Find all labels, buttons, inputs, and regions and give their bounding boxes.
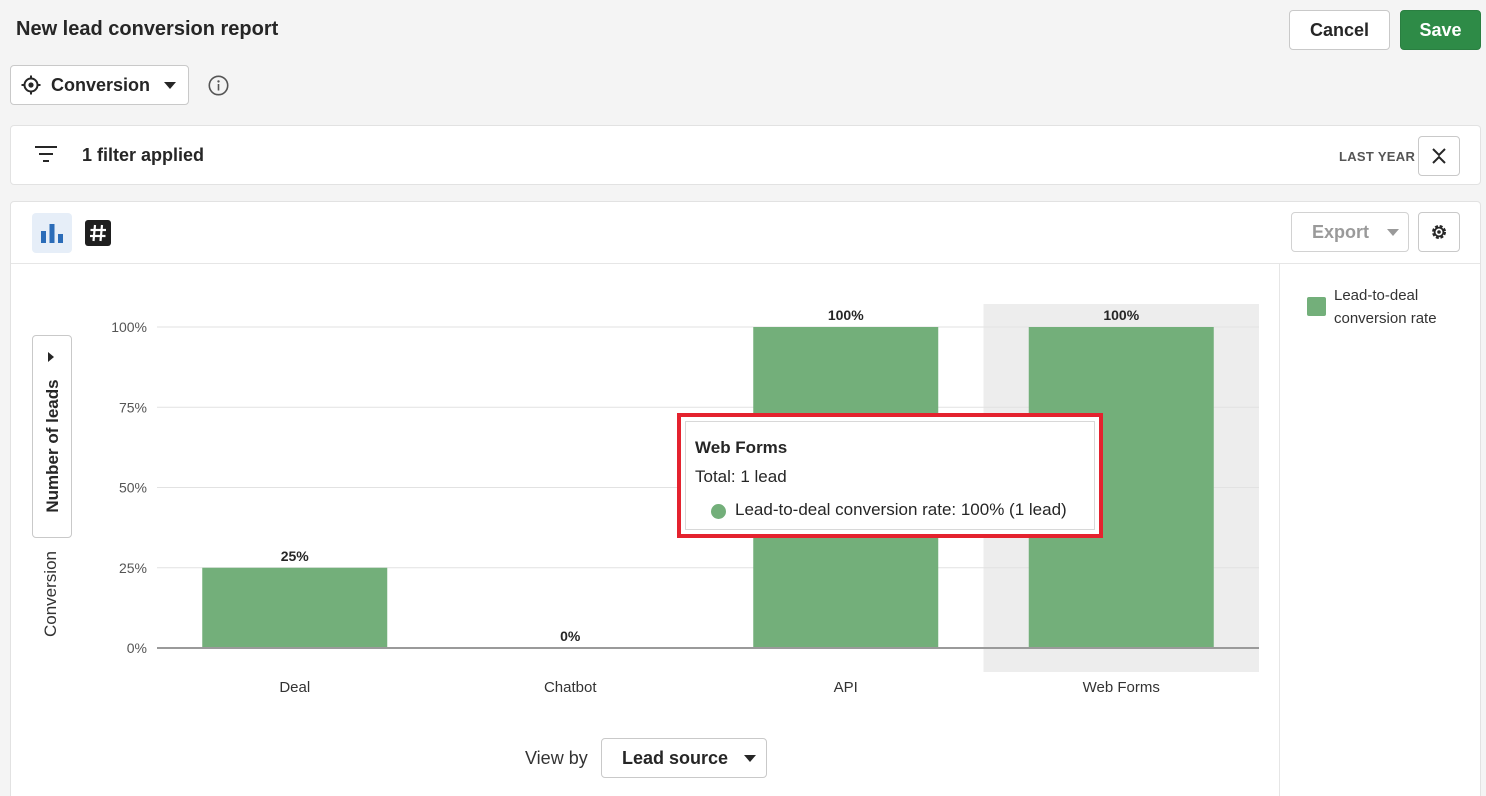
period-label: LAST YEAR: [1339, 149, 1416, 164]
y-tick-label: 75%: [119, 399, 147, 415]
goal-select[interactable]: Conversion: [10, 65, 189, 105]
hash-icon: [85, 220, 111, 246]
bar-deal: [202, 567, 388, 648]
cancel-button[interactable]: Cancel: [1289, 10, 1390, 50]
x-tick-label: API: [834, 679, 858, 696]
legend-swatch[interactable]: [1307, 297, 1326, 316]
legend-entry[interactable]: Lead-to-deal conversion rate: [1334, 287, 1437, 327]
save-button[interactable]: Save: [1400, 10, 1481, 50]
data-label: 100%: [1103, 307, 1139, 323]
collapse-icon: [1432, 148, 1446, 164]
data-label: 25%: [281, 548, 310, 564]
tooltip-series-dot: [711, 504, 726, 519]
y-axis-caption: Conversion: [41, 551, 60, 637]
chart-toolbar: Export: [11, 202, 1480, 264]
page-title: New lead conversion report: [16, 18, 279, 40]
target-icon: [21, 75, 41, 95]
tooltip-series-value: Lead-to-deal conversion rate: 100% (1 le…: [735, 500, 1067, 519]
filter-summary[interactable]: 1 filter applied: [82, 145, 205, 165]
view-by-label: View by: [525, 748, 588, 768]
number-view-button[interactable]: [78, 213, 118, 253]
chevron-down-icon: [164, 81, 177, 89]
y-axis-metric-label: Number of leads: [43, 379, 62, 513]
bar-chart-icon: [41, 224, 63, 243]
filter-icon[interactable]: [35, 144, 57, 164]
tooltip-total: Total: 1 lead: [695, 467, 787, 486]
x-tick-label: Web Forms: [1083, 679, 1160, 696]
export-button[interactable]: Export: [1291, 212, 1409, 252]
y-tick-label: 100%: [111, 319, 147, 335]
filter-bar: 1 filter applied LAST YEAR: [10, 125, 1481, 185]
y-tick-label: 25%: [119, 560, 147, 576]
chart-card: Export 0% 25% 50% 75% 100% 25% Deal 0% Chatbot 10…: [10, 201, 1481, 796]
y-axis-metric-toggle[interactable]: Number of leads: [32, 335, 72, 538]
data-label: 0%: [560, 628, 581, 644]
x-tick-label: Chatbot: [544, 679, 597, 696]
export-label: Export: [1312, 221, 1370, 242]
data-label: 100%: [828, 307, 864, 323]
chart-settings-button[interactable]: [1418, 212, 1460, 252]
tooltip-body: Web Forms Total: 1 lead Lead-to-deal con…: [685, 421, 1095, 530]
legend: Lead-to-deal conversion rate: [1279, 264, 1482, 796]
chevron-down-icon: [744, 754, 757, 762]
chevron-right-icon: [48, 352, 54, 362]
tooltip-title: Web Forms: [695, 438, 788, 457]
y-tick-label: 50%: [119, 480, 147, 496]
chart-tooltip: Web Forms Total: 1 lead Lead-to-deal con…: [677, 413, 1103, 538]
gear-icon: [1432, 225, 1446, 239]
x-tick-label: Deal: [279, 679, 310, 696]
collapse-filters-button[interactable]: [1418, 136, 1460, 176]
y-tick-label: 0%: [127, 640, 147, 656]
chart-view-button[interactable]: [32, 213, 72, 253]
info-icon[interactable]: [208, 75, 229, 96]
goal-select-value: Conversion: [51, 74, 151, 95]
chevron-down-icon: [1387, 228, 1400, 236]
view-by-select[interactable]: Lead source: [601, 738, 767, 778]
view-by-value: Lead source: [622, 747, 729, 768]
